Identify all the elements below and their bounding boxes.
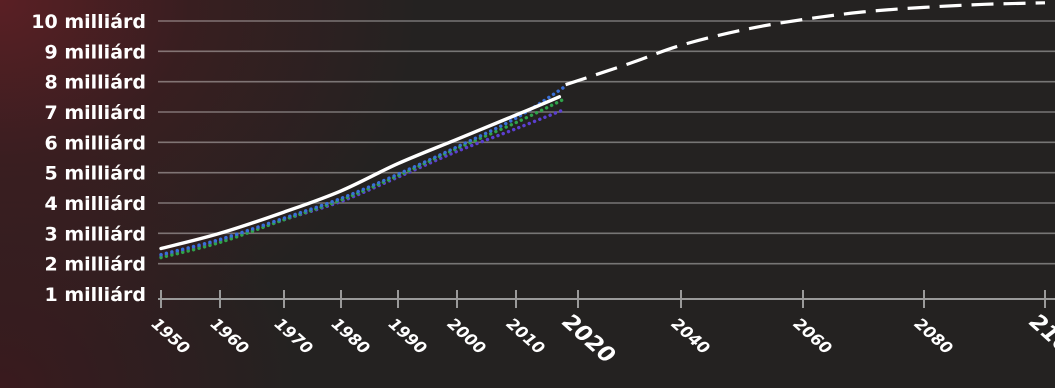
x-tick-label: 1970 [271, 314, 317, 358]
x-tick-label: 1950 [148, 314, 194, 358]
x-tick-label: 2080 [911, 314, 957, 358]
x-tick-label: 2040 [668, 314, 714, 358]
y-tick-label: 3 milliárd [45, 223, 146, 245]
y-tick-label: 1 milliárd [45, 284, 146, 306]
x-axis [158, 290, 1055, 308]
y-tick-label: 4 milliárd [45, 193, 146, 215]
series-line-solid [159, 95, 562, 251]
x-tick-label: 1990 [385, 314, 431, 358]
series-line-dashed [565, 1, 1046, 87]
series-line-dotted [159, 96, 568, 260]
y-tick-label: 7 milliárd [45, 102, 146, 124]
series-line-dotted [159, 84, 568, 257]
series-group [159, 1, 1046, 260]
y-tick-label: 8 milliárd [45, 72, 146, 94]
y-axis-labels: 1 milliárd 2 milliárd 3 milliárd 4 milliárd… [31, 11, 146, 306]
y-tick-label: 2 milliárd [45, 254, 146, 276]
x-tick-label: 2100 [1024, 309, 1055, 369]
x-tick-label: 2020 [557, 309, 619, 369]
y-tick-label: 5 milliárd [45, 163, 146, 185]
x-tick-label: 2010 [503, 314, 549, 358]
y-tick-label: 9 milliárd [45, 41, 146, 63]
x-tick-label: 1960 [207, 314, 253, 358]
y-tick-label: 10 milliárd [31, 11, 146, 33]
x-axis-labels: 1950 1960 1970 1980 1990 2000 2010 2020 2040 2060… [148, 309, 1055, 369]
y-tick-label: 6 milliárd [45, 132, 146, 154]
x-tick-label: 2000 [444, 314, 490, 358]
grid-lines [158, 20, 1055, 265]
x-tick-label: 1980 [328, 314, 374, 358]
x-tick-label: 2060 [790, 314, 836, 358]
